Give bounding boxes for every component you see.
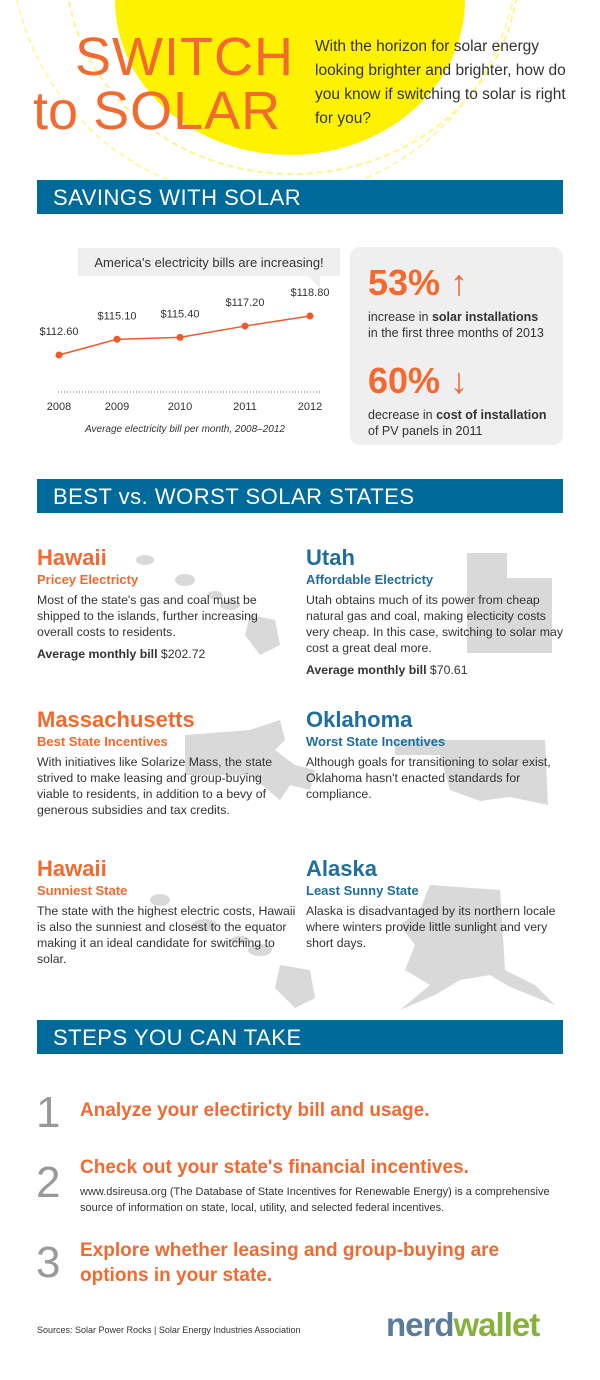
step-text: Check out your state's financial incenti… xyxy=(80,1157,469,1178)
stat-installations-text: increase in solar installations in the fi… xyxy=(368,310,544,340)
chart-data-label: $117.20 xyxy=(226,297,265,309)
stats-box: 53% ↑ increase in solar installations in … xyxy=(350,247,563,445)
hawaii-map-icon-2 xyxy=(150,894,315,1008)
state-card-oklahoma: Oklahoma Worst State Incentives Although… xyxy=(306,708,566,802)
chart-caption: Average electricity bill per month, 2008… xyxy=(85,424,285,435)
chart-x-tick-label: 2012 xyxy=(298,401,322,413)
chart-title-bubble: America's electricity bills are increasi… xyxy=(78,248,340,288)
state-card-massachusetts: Massachusetts Best State Incentives With… xyxy=(37,708,297,818)
state-card-alaska: Alaska Least Sunny State Alaska is disad… xyxy=(306,857,566,951)
chart-point xyxy=(306,312,314,320)
state-card-hawaii-pricey: Hawaii Pricey Electricty Most of the sta… xyxy=(37,546,297,662)
chart-x-tick-label: 2009 xyxy=(105,401,129,413)
state-subtitle: Pricey Electricty xyxy=(37,572,139,587)
chart-x-tick-label: 2010 xyxy=(168,401,192,413)
chart-point xyxy=(113,335,121,343)
alaska-map-icon xyxy=(400,885,555,1010)
state-description: The state with the highest electric cost… xyxy=(37,904,296,966)
state-card-hawaii-sunny: Hawaii Sunniest State The state with the… xyxy=(37,857,297,967)
state-name: Oklahoma xyxy=(306,707,413,732)
intro-text: With the horizon for solar energy lookin… xyxy=(315,38,566,127)
state-card-utah: Utah Affordable Electricty Utah obtains … xyxy=(306,546,566,678)
utah-map-icon xyxy=(467,553,552,653)
steps-banner: STEPS YOU CAN TAKE xyxy=(37,1020,563,1054)
arrow-down-icon: ↓ xyxy=(450,360,469,401)
chart-x-tick-label: 2008 xyxy=(47,401,71,413)
title-solar: SOLAR xyxy=(93,81,282,141)
state-name: Massachusetts xyxy=(37,707,195,732)
massachusetts-map-icon xyxy=(185,720,315,800)
nerdwallet-logo: nerdwallet xyxy=(386,1306,540,1343)
state-name: Hawaii xyxy=(37,856,107,881)
state-subtitle: Worst State Incentives xyxy=(306,734,446,749)
state-name: Alaska xyxy=(306,856,377,881)
chart-point xyxy=(176,333,184,341)
states-banner: BEST vs. WORST SOLAR STATES xyxy=(37,479,563,513)
step-subtext: www.dsireusa.org (The Database of State … xyxy=(80,1186,550,1214)
title-to: to xyxy=(33,81,79,141)
state-description: Most of the state's gas and coal must be… xyxy=(37,593,258,639)
state-subtitle: Best State Incentives xyxy=(37,734,168,749)
state-subtitle: Sunniest State xyxy=(37,883,128,898)
title-to-solar: to SOLAR xyxy=(33,84,281,138)
arrow-up-icon: ↑ xyxy=(450,262,469,303)
chart-x-tick-label: 2011 xyxy=(233,401,257,413)
sources-text: Sources: Solar Power Rocks | Solar Energ… xyxy=(37,1325,301,1335)
state-bill: Average monthly bill $202.72 xyxy=(37,647,206,661)
stat-cost-value: 60% ↓ xyxy=(368,360,469,401)
chart-data-label: $118.80 xyxy=(291,287,330,299)
step-number: 2 xyxy=(36,1158,61,1207)
step-text: Explore whether leasing and group-buying… xyxy=(80,1240,500,1286)
savings-banner: SAVINGS WITH SOLAR xyxy=(37,180,563,214)
oklahoma-map-icon xyxy=(395,740,548,805)
state-description: With initiatives like Solarize Mass, the… xyxy=(37,755,273,817)
state-subtitle: Affordable Electricty xyxy=(306,572,434,587)
stat-cost-text: decrease in cost of installation of PV pa… xyxy=(368,408,547,438)
state-subtitle: Least Sunny State xyxy=(306,883,419,898)
step-text: Analyze your electiricty bill and usage. xyxy=(80,1100,430,1121)
state-description: Utah obtains much of its power from chea… xyxy=(306,593,563,655)
chart-data-label: $115.40 xyxy=(161,308,200,320)
state-name: Utah xyxy=(306,545,355,570)
line-chart: $112.60 2008 $115.10 2009 $115.40 2010 $117.20… xyxy=(40,287,330,413)
chart-point xyxy=(55,351,63,359)
stat-installations-value: 53% ↑ xyxy=(368,262,469,303)
state-bill: Average monthly bill $70.61 xyxy=(306,663,468,677)
title-switch: SWITCH xyxy=(75,27,294,87)
state-name: Hawaii xyxy=(37,545,107,570)
chart-point xyxy=(241,322,249,330)
state-description: Although goals for transitioning to sola… xyxy=(306,755,551,801)
step-number: 1 xyxy=(36,1088,61,1137)
step-number: 3 xyxy=(36,1238,61,1287)
chart-data-label: $112.60 xyxy=(40,326,79,338)
hawaii-map-icon xyxy=(136,555,280,655)
state-description: Alaska is disadvantaged by its northern … xyxy=(306,904,556,950)
chart-data-label: $115.10 xyxy=(98,310,137,322)
